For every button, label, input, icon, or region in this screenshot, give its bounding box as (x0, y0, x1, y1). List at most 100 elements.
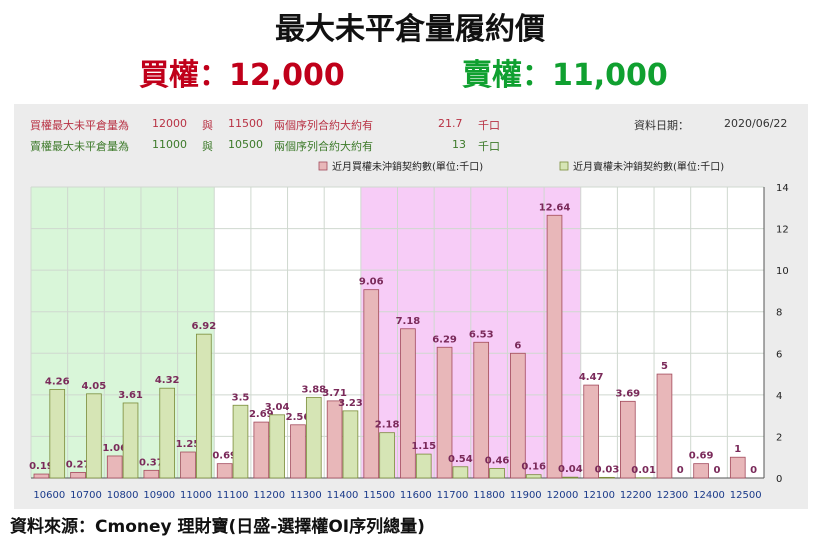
call-bar-12000 (562, 476, 579, 479)
call-value-label-10700: 4.05 (82, 381, 107, 392)
legend-label-1: 近月賣權未沖銷契約數(單位:千口) (573, 160, 724, 173)
y-tick-label: 4 (776, 391, 782, 402)
call-bar-11100 (232, 404, 249, 479)
call-value-label-10800: 3.61 (118, 390, 143, 401)
put-bar-11800 (473, 341, 490, 479)
x-tick-label: 12300 (656, 490, 688, 501)
call-bar-11700 (452, 466, 469, 479)
put-bar-11700 (436, 346, 453, 479)
x-tick-label: 10700 (70, 490, 102, 501)
put-value-label-11800: 6.53 (469, 329, 494, 340)
put-value-label-10900: 0.37 (139, 457, 164, 468)
put-bar-11400 (326, 400, 343, 479)
put-value-label-11700: 6.29 (432, 334, 457, 345)
call-value-label-11100: 3.5 (232, 392, 250, 403)
call-value-label-11000: 6.92 (191, 321, 216, 332)
x-tick-label: 11100 (217, 490, 249, 501)
put-value-label-12000: 12.64 (539, 202, 571, 213)
call-value-label-11400: 3.23 (338, 398, 363, 409)
info-row1-mid: 與 (202, 119, 213, 132)
put-bar-11000 (180, 451, 196, 479)
put-bar-10600 (33, 473, 50, 479)
put-value-label-11500: 9.06 (359, 277, 384, 288)
info-row1-label: 買權最大未平倉量為 (30, 119, 129, 132)
put-bar-11300 (290, 424, 306, 479)
x-tick-label: 11200 (253, 490, 285, 501)
put-value-label-11000: 1.25 (176, 439, 201, 450)
put-bar-12400 (693, 463, 709, 479)
call-value-label-11800: 0.46 (485, 455, 510, 466)
info-row2-text: 兩個序列合約大約有 (274, 140, 373, 153)
info-row2-mid: 與 (202, 140, 213, 153)
source-footer: 資料來源：Cmoney 理財寶(日盛-選擇權OI序列總量) (10, 517, 425, 537)
call-value-label-11300: 3.88 (301, 384, 326, 395)
x-tick-label: 11300 (290, 490, 322, 501)
put-bar-12500 (729, 456, 746, 479)
call-value-label-11900: 0.16 (521, 462, 546, 473)
put-bar-11500 (363, 289, 380, 479)
info-row1-value2: 11500 (228, 117, 263, 130)
put-value-label-12100: 4.47 (579, 372, 604, 383)
put-value-label-10700: 0.27 (66, 459, 91, 470)
put-value-label-11200: 2.69 (249, 409, 274, 420)
chart-title: 最大未平倉量履約價 (275, 12, 545, 47)
put-value-label-11100: 0.69 (212, 451, 237, 462)
date-label: 資料日期： (634, 119, 689, 132)
info-row1-unit: 千口 (478, 119, 500, 132)
x-tick-label: 11500 (363, 490, 395, 501)
call-value-label-12000: 0.04 (558, 464, 583, 475)
put-value-label-12200: 3.69 (615, 388, 640, 399)
legend-swatch-1 (559, 161, 569, 171)
call-value-label-11700: 0.54 (448, 454, 473, 465)
call-value-label-11500: 2.18 (375, 420, 400, 431)
call-bar-11600 (415, 453, 432, 479)
info-row1-text: 兩個序列合約大約有 (274, 119, 373, 132)
call-bar-11200 (269, 414, 285, 479)
info-row2-unit: 千口 (478, 140, 500, 153)
call-bar-10600 (49, 389, 66, 479)
y-tick-label: 12 (776, 225, 789, 236)
call-value-label-12200: 0.01 (631, 465, 656, 476)
call-value-label-10600: 4.26 (45, 376, 70, 387)
put-bar-11200 (253, 421, 270, 479)
put-value-label-11400: 3.71 (322, 388, 347, 399)
call-value-label-11200: 3.04 (265, 402, 290, 413)
call-value-label-11600: 1.15 (411, 441, 436, 452)
call-bar-11800 (489, 468, 505, 479)
y-tick-label: 2 (776, 432, 782, 443)
put-value-label-11300: 2.56 (286, 412, 311, 423)
call-bar-10800 (122, 402, 139, 479)
put-bar-10900 (143, 469, 160, 479)
call-value-label-12300: 0 (677, 465, 684, 476)
call-bar-11900 (525, 474, 542, 479)
y-tick-label: 0 (776, 474, 782, 485)
x-tick-label: 11600 (400, 490, 432, 501)
put-bar-12100 (583, 384, 599, 479)
put-value-label-11600: 7.18 (396, 316, 421, 327)
x-tick-label: 12000 (547, 490, 579, 501)
info-row2-value2: 10500 (228, 138, 263, 151)
call-bar-10700 (86, 393, 102, 479)
x-tick-label: 11800 (473, 490, 505, 501)
y-tick-label: 14 (776, 183, 789, 194)
call-value-label-10900: 4.32 (155, 375, 180, 386)
put-bar-10700 (70, 471, 86, 479)
info-row2-label: 賣權最大未平倉量為 (30, 140, 129, 153)
x-tick-label: 11400 (327, 490, 359, 501)
x-tick-label: 10900 (143, 490, 175, 501)
call-max-label: 賣權：11,000 (462, 58, 668, 93)
x-tick-label: 12200 (620, 490, 652, 501)
call-bar-11300 (305, 396, 322, 479)
call-bar-11400 (342, 410, 359, 479)
x-tick-label: 10600 (33, 490, 65, 501)
call-bar-10900 (159, 387, 175, 479)
x-tick-label: 12400 (693, 490, 725, 501)
x-tick-label: 11000 (180, 490, 212, 501)
y-tick-label: 8 (776, 308, 782, 319)
put-value-label-11900: 6 (514, 340, 521, 351)
put-bar-12200 (620, 400, 636, 479)
put-bar-11900 (510, 352, 526, 479)
y-tick-label: 10 (776, 266, 789, 277)
put-bar-11600 (400, 328, 416, 479)
call-bar-11000 (196, 333, 212, 479)
